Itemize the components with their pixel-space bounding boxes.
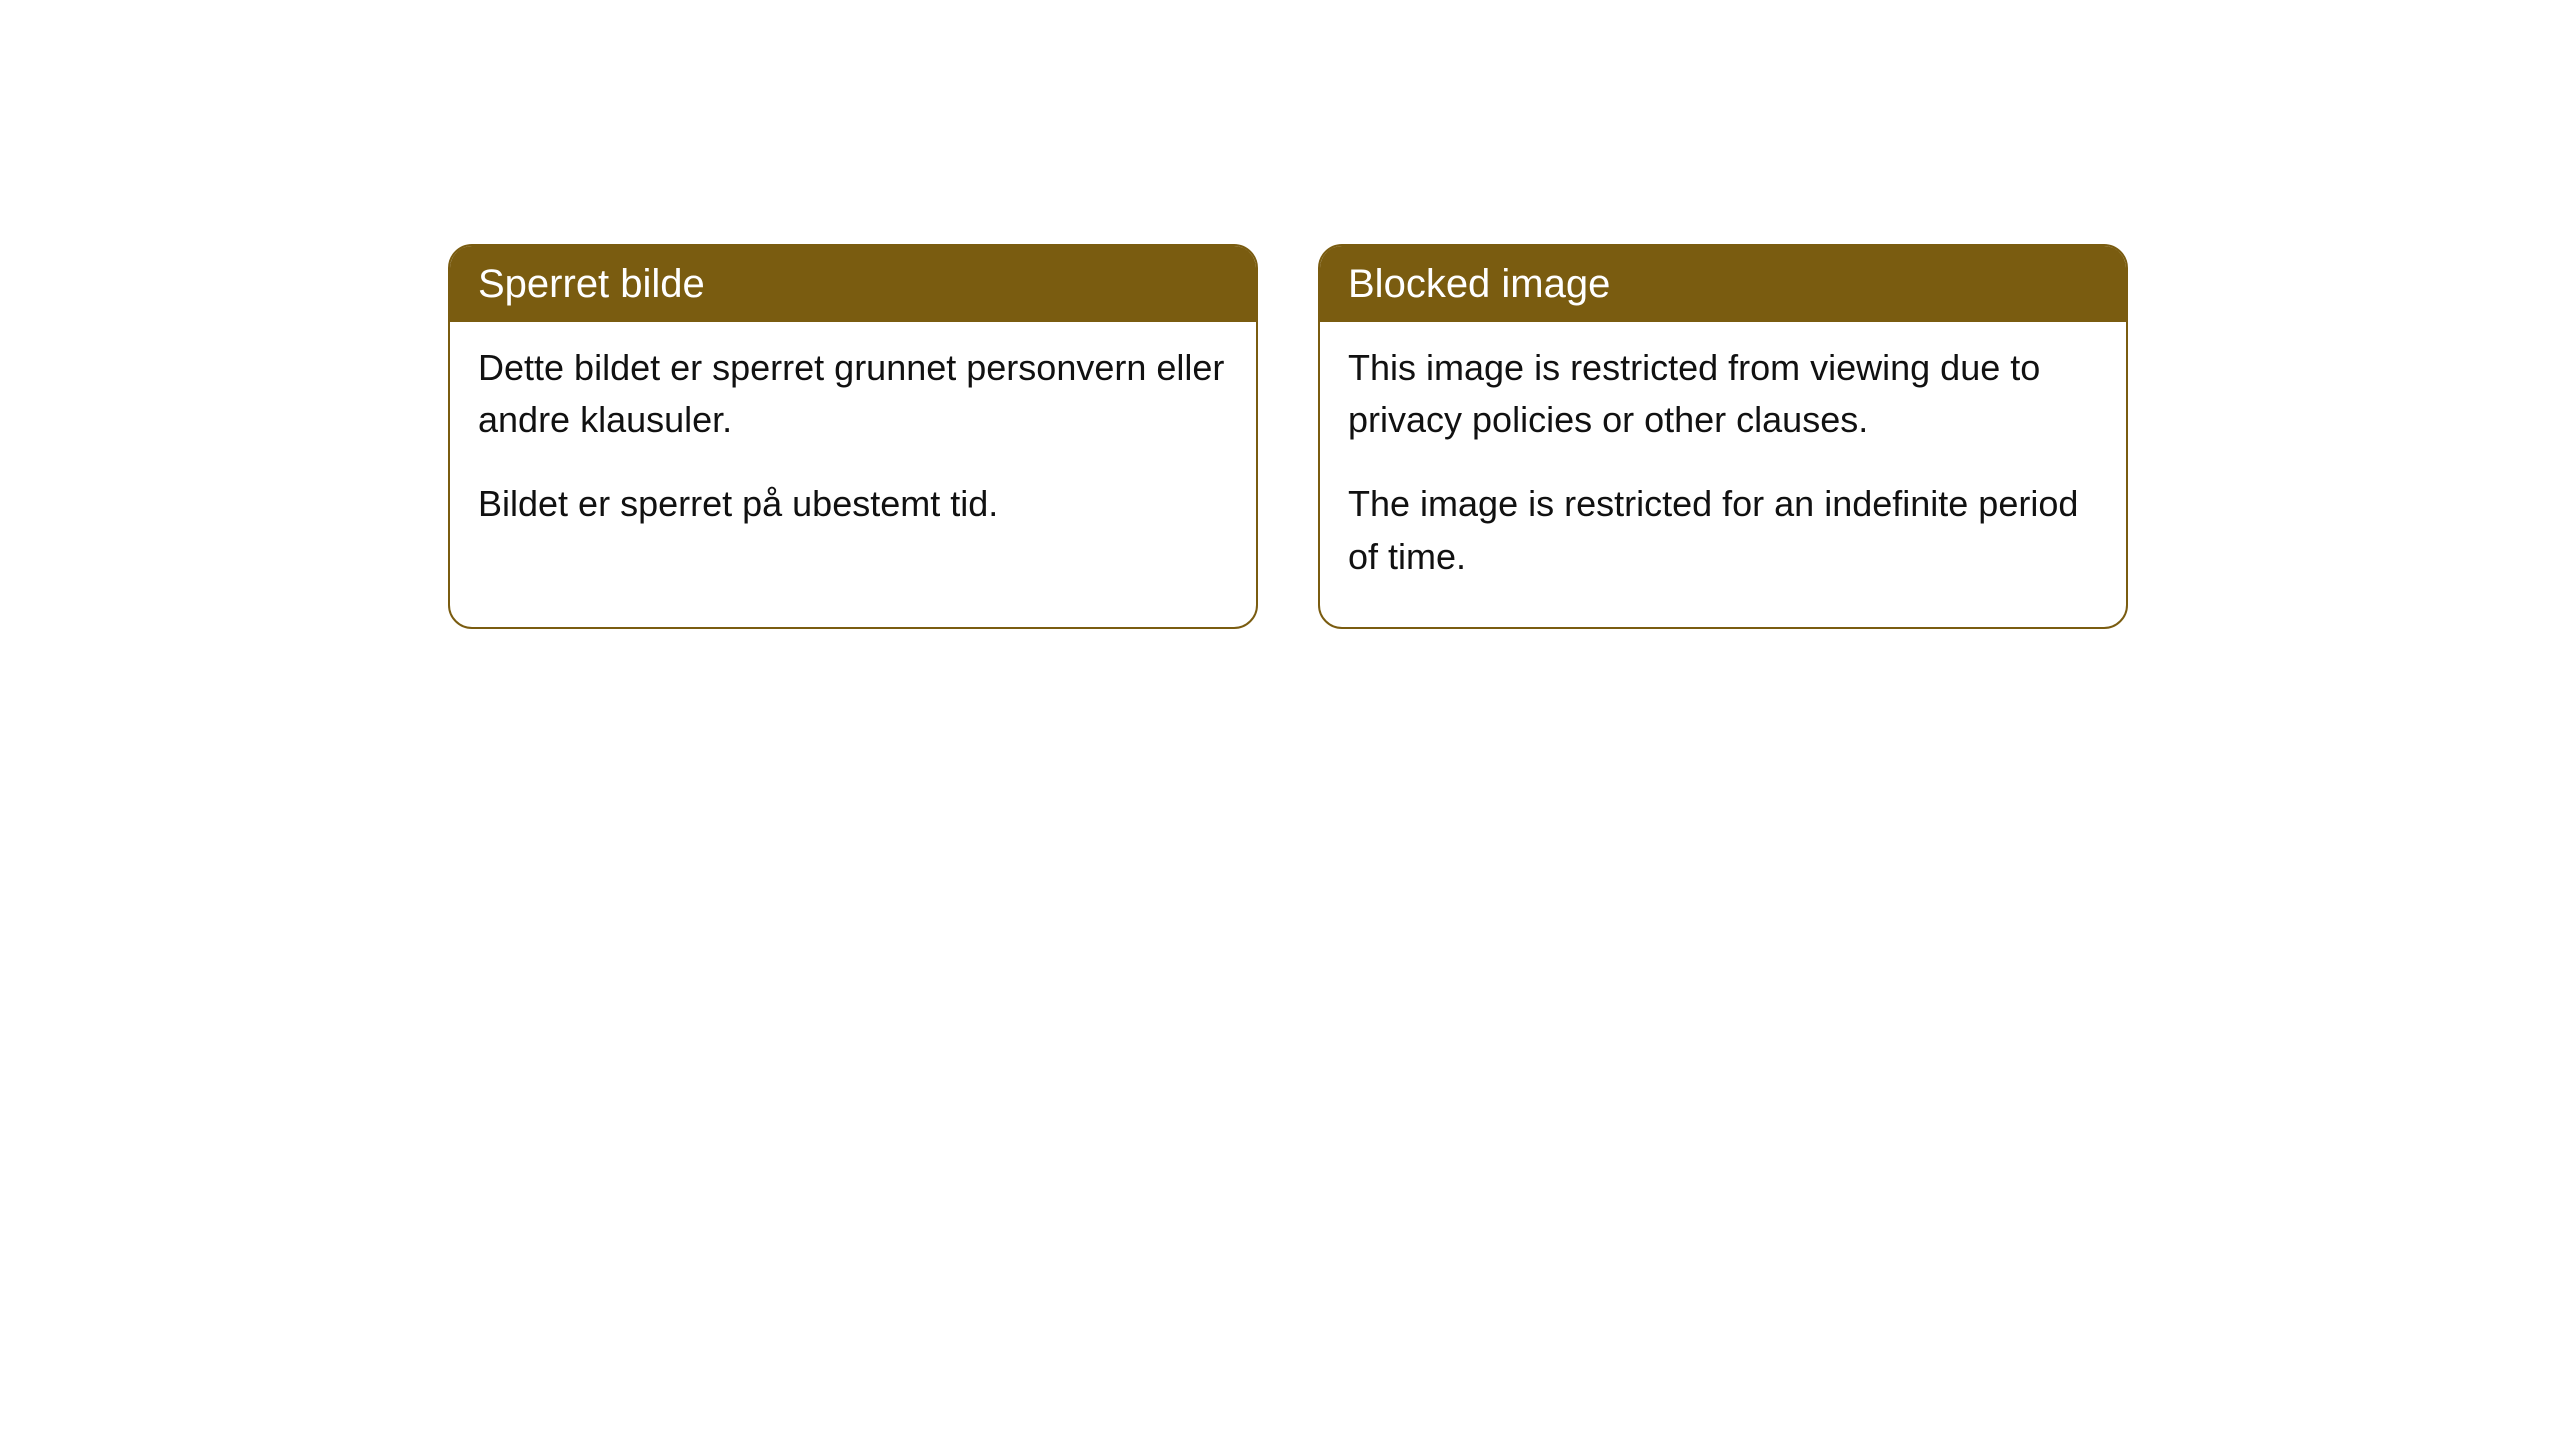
card-header: Blocked image bbox=[1320, 246, 2126, 322]
notice-card-english: Blocked image This image is restricted f… bbox=[1318, 244, 2128, 629]
card-paragraph: Dette bildet er sperret grunnet personve… bbox=[478, 342, 1228, 446]
card-paragraph: The image is restricted for an indefinit… bbox=[1348, 478, 2098, 582]
card-header: Sperret bilde bbox=[450, 246, 1256, 322]
notice-cards-container: Sperret bilde Dette bildet er sperret gr… bbox=[448, 244, 2128, 629]
card-paragraph: This image is restricted from viewing du… bbox=[1348, 342, 2098, 446]
card-paragraph: Bildet er sperret på ubestemt tid. bbox=[478, 478, 1228, 530]
notice-card-norwegian: Sperret bilde Dette bildet er sperret gr… bbox=[448, 244, 1258, 629]
card-body: This image is restricted from viewing du… bbox=[1320, 322, 2126, 627]
card-body: Dette bildet er sperret grunnet personve… bbox=[450, 322, 1256, 575]
